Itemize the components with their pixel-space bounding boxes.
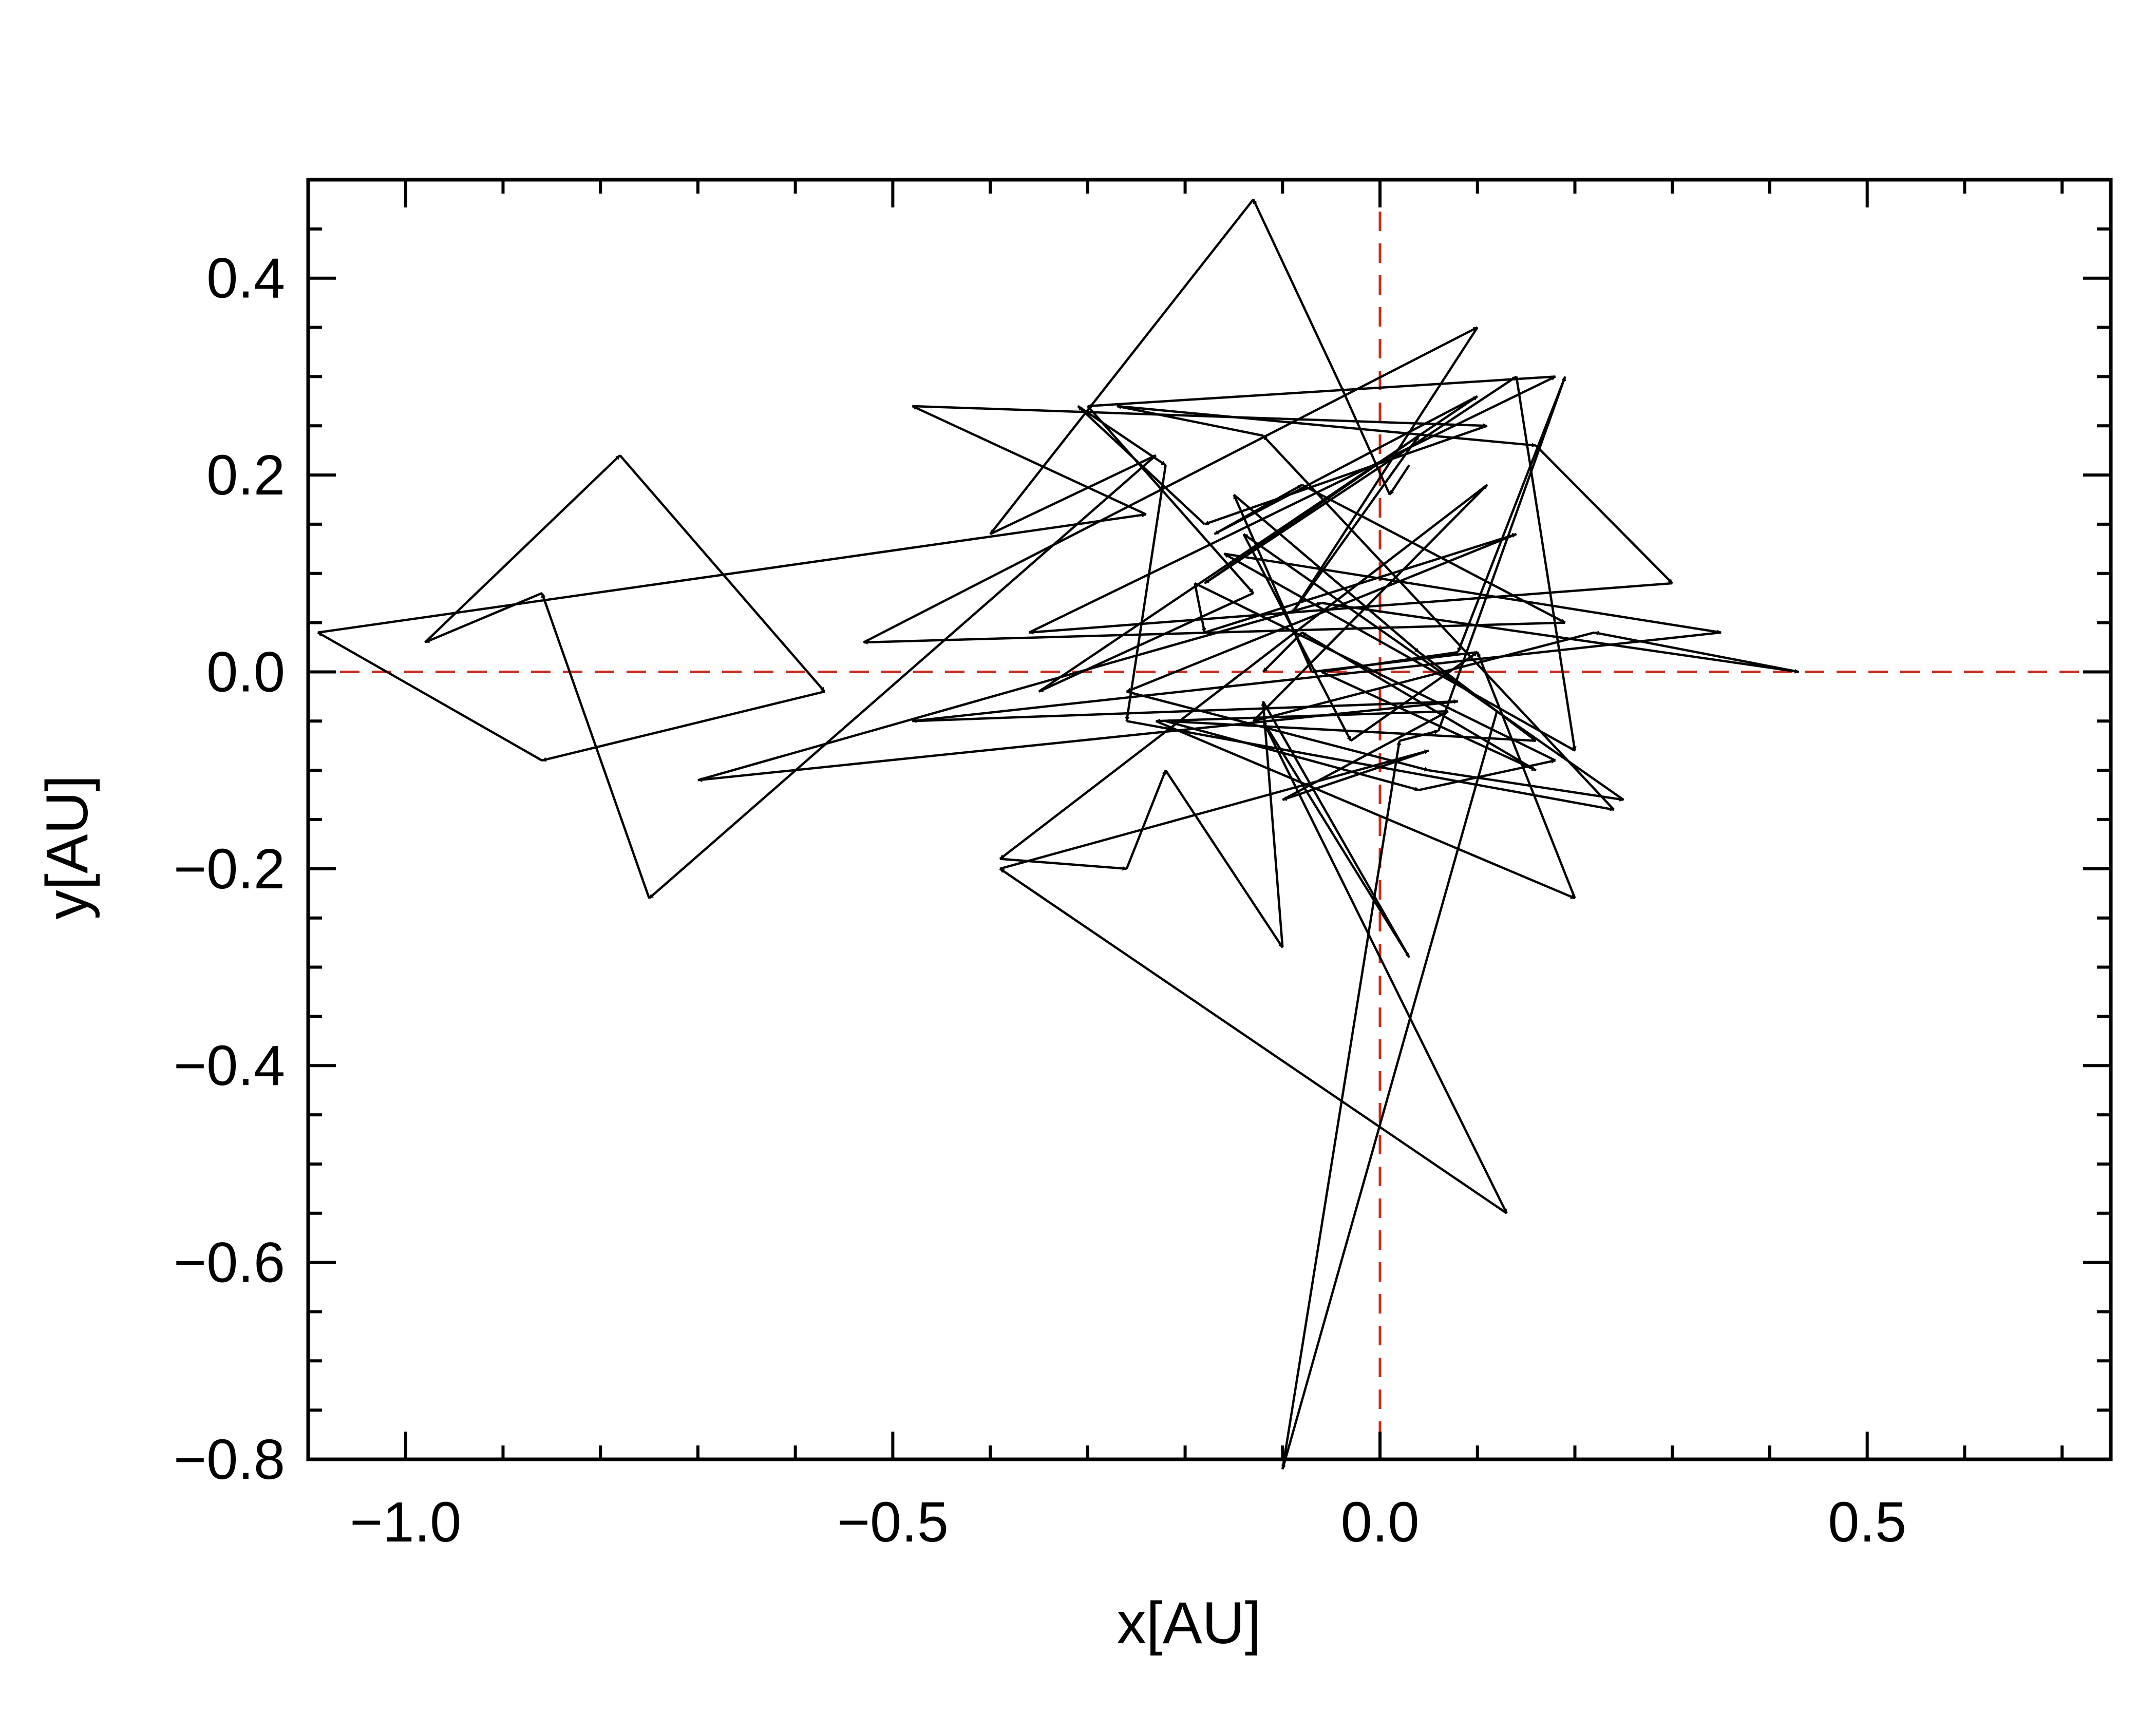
trajectory-arrow: [999, 858, 1127, 871]
trajectory-arrow: [1282, 749, 1429, 801]
trajectory-arrow: [1515, 376, 1577, 751]
trajectory-arrow: [1155, 720, 1576, 900]
trajectory-arrow: [1204, 532, 1517, 634]
reference-lines: [308, 180, 2111, 1459]
trajectory-arrow: [1038, 592, 1254, 693]
trajectory-arrow: [1262, 632, 1303, 673]
trajectory-arrow: [990, 454, 1157, 536]
trajectory-arrow: [1214, 484, 1303, 536]
y-tick-label: −0.2: [174, 838, 285, 901]
y-tick-label: 0.4: [206, 247, 285, 310]
trajectory-arrow: [912, 405, 1147, 516]
trajectory-arrow: [317, 512, 1147, 634]
trajectory-arrow: [1194, 582, 1556, 762]
trajectory-arrow: [1262, 434, 1615, 811]
trajectory-arrow: [1125, 465, 1167, 722]
trajectory-arrow: [1262, 720, 1508, 1214]
trajectory-arrow: [1535, 444, 1673, 584]
trajectory-arrow: [1350, 651, 1479, 742]
trajectory-arrow: [1252, 484, 1488, 722]
trajectory-arrow: [1223, 553, 1576, 752]
x-tick-label: −0.5: [837, 1491, 949, 1554]
trajectory-arrow: [1224, 553, 1722, 634]
trajectory-arrow: [912, 405, 1488, 428]
tick-labels: −1.0 −0.5 0.0 0.5 −0.8 −0.6 −0.4 −0.2 0.0 0.2 0.4: [174, 247, 1906, 1554]
trajectory-arrow: [1281, 740, 1402, 1470]
trajectory-arrow: [1437, 376, 1566, 732]
trajectory-arrow: [1457, 376, 1566, 653]
trajectory-arrow: [1087, 375, 1556, 408]
y-tick-label: 0.2: [206, 444, 285, 507]
trajectory-arrow: [1262, 720, 1410, 958]
trajectory-arrow: [1087, 405, 1255, 594]
trajectory-arrow: [697, 700, 1459, 782]
trajectory-arrow: [999, 867, 1507, 1214]
trajectory-arrow: [1252, 199, 1342, 387]
trajectory-arrow: [989, 198, 1255, 535]
y-tick-label: −0.4: [174, 1034, 285, 1097]
trajectory-arrow: [1594, 631, 1800, 673]
trajectory-arrow: [1301, 631, 1537, 772]
trajectory-arrow: [1253, 631, 1595, 722]
trajectory-arrow: [1125, 770, 1167, 869]
trajectory-arrow: [1029, 375, 1556, 634]
trajectory-arrow: [1126, 720, 1615, 811]
y-tick-label: −0.8: [174, 1428, 285, 1491]
y-tick-label: 0.0: [206, 640, 285, 703]
trajectory-arrow: [1116, 405, 1263, 437]
trajectory-arrow: [619, 454, 826, 693]
x-tick-label: −1.0: [350, 1491, 461, 1554]
trajectory-arrow: [1262, 700, 1410, 958]
trajectory-arrow: [999, 484, 1488, 860]
trajectory-arrow: [1321, 651, 1459, 674]
trajectory-arrow: [1243, 533, 1624, 801]
trajectory-arrow: [424, 592, 543, 644]
trajectory-arrow: [697, 602, 1322, 782]
trajectory-arrow: [1419, 759, 1556, 791]
trajectory-arrow: [1321, 671, 1537, 772]
trajectory-arrow: [1194, 583, 1206, 633]
trajectory-arrow: [1281, 711, 1498, 1470]
trajectory-arrow: [1126, 533, 1517, 693]
trajectory-arrows: [317, 198, 1800, 1470]
trajectory-arrow: [424, 454, 621, 643]
trajectory-arrow: [1126, 690, 1429, 772]
trajectory-arrow: [1214, 395, 1478, 536]
trajectory-arrow: [1282, 710, 1449, 801]
trajectory-arrow: [1117, 405, 1537, 448]
trajectory-arrow: [1321, 602, 1800, 674]
x-tick-label: 0.5: [1828, 1491, 1906, 1554]
trajectory-arrow: [1077, 405, 1166, 466]
trajectory-arrow: [1233, 493, 1420, 653]
plot-frame: [306, 178, 2113, 1461]
trajectory-arrow: [1261, 701, 1284, 948]
trajectory-arrow: [1164, 769, 1284, 948]
trajectory-arrow: [1428, 769, 1624, 802]
plot-border: [306, 178, 2113, 1461]
trajectory-arrow: [1165, 720, 1420, 791]
trajectory-arrow: [863, 326, 1478, 643]
x-tick-label: 0.0: [1341, 1491, 1420, 1554]
trajectory-arrow: [541, 593, 651, 899]
trajectory-arrow: [1476, 652, 1576, 899]
y-axis-title: y[AU]: [34, 775, 100, 919]
trajectory-arrow: [1204, 425, 1488, 526]
trajectory-arrow: [317, 631, 543, 762]
trajectory-arrow: [999, 749, 1429, 870]
trajectory-arrow: [1165, 719, 1536, 742]
y-tick-label: −0.6: [174, 1231, 285, 1295]
trajectory-arrow: [1389, 464, 1410, 496]
trajectory-arrow: [1155, 710, 1448, 724]
trajectory-arrow: [648, 454, 1157, 900]
axis-ticks: [307, 178, 2111, 1461]
trajectory-arrow: [1291, 327, 1479, 614]
trajectory-arrow: [541, 690, 825, 762]
x-axis-title: x[AU]: [1117, 1590, 1261, 1656]
trajectory-arrow: [1399, 730, 1439, 742]
trajectory-arrow: [912, 699, 1459, 722]
